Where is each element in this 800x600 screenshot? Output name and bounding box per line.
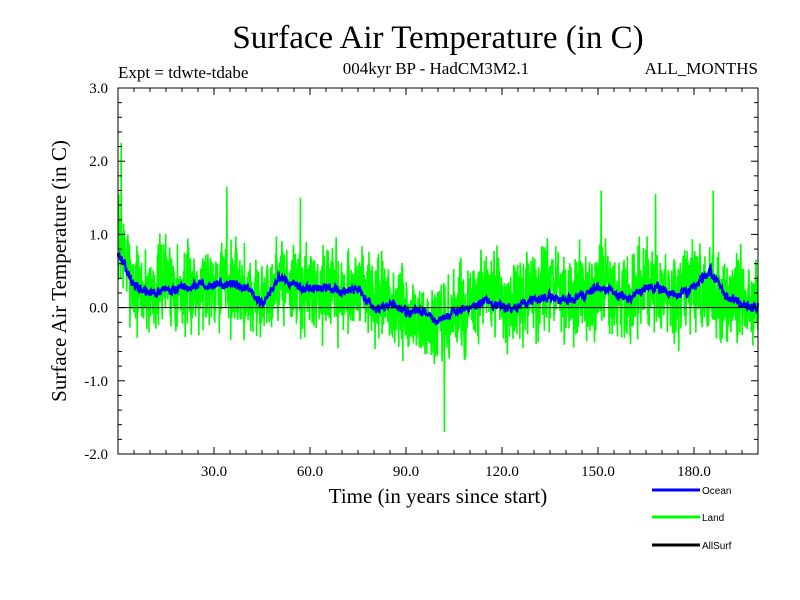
model-label: 004kyr BP - HadCM3M2.1 bbox=[343, 59, 529, 78]
x-tick-label: 90.0 bbox=[393, 464, 419, 480]
y-axis-label: Surface Air Temperature (in C) bbox=[47, 140, 71, 402]
legend-label-land: Land bbox=[702, 513, 724, 524]
axis-ticks: 30.0 60.0 90.0 120.0 150.0 180.0 -2.0 -1.0 0.0 1.… bbox=[84, 81, 758, 480]
y-tick-label: -1.0 bbox=[84, 374, 108, 390]
legend: Ocean Land AllSurf bbox=[652, 486, 732, 552]
chart-title: Surface Air Temperature (in C) bbox=[232, 20, 643, 56]
legend-label-ocean: Ocean bbox=[702, 486, 731, 497]
x-tick-label: 150.0 bbox=[581, 464, 615, 480]
y-tick-label: 1.0 bbox=[89, 227, 108, 243]
y-tick-label: -2.0 bbox=[84, 447, 108, 463]
experiment-label: Expt = tdwte-tdabe bbox=[118, 63, 248, 82]
x-tick-label: 30.0 bbox=[201, 464, 227, 480]
period-label: ALL_MONTHS bbox=[645, 59, 758, 78]
series-layer bbox=[116, 142, 760, 433]
y-tick-label: 0.0 bbox=[89, 301, 108, 317]
x-axis-label: Time (in years since start) bbox=[329, 484, 548, 508]
x-tick-label: 60.0 bbox=[297, 464, 323, 480]
y-tick-label: 2.0 bbox=[89, 154, 108, 170]
legend-label-allsurf: AllSurf bbox=[702, 541, 732, 552]
y-tick-label: 3.0 bbox=[89, 81, 108, 97]
series-line-ocean bbox=[116, 250, 760, 326]
x-tick-label: 120.0 bbox=[485, 464, 519, 480]
x-tick-label: 180.0 bbox=[677, 464, 711, 480]
